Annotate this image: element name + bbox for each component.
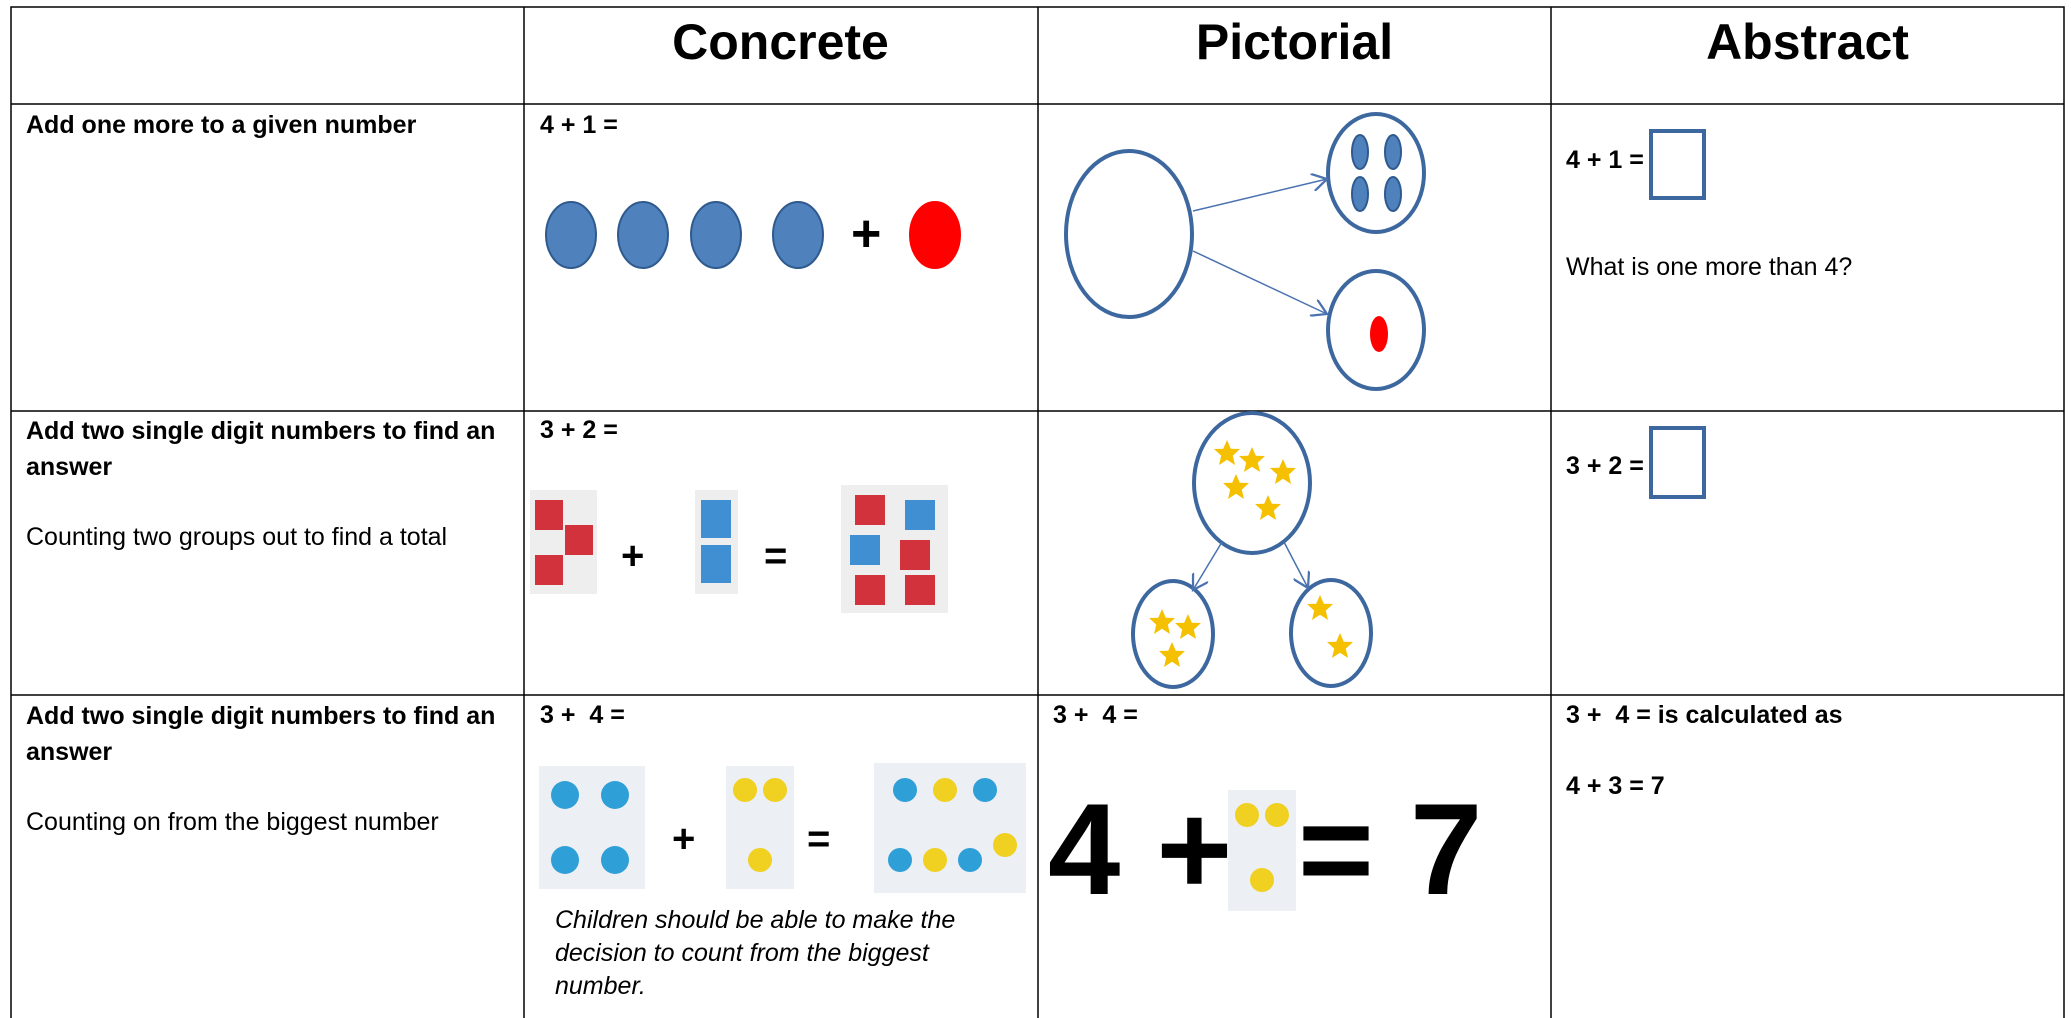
strategy: Counting two groups out to find a total [26, 523, 448, 551]
strategy: Counting on from the biggest number [26, 808, 439, 836]
counters [545, 201, 961, 269]
column-header: Pictorial [1195, 14, 1394, 70]
operator: + [672, 817, 696, 861]
answer: 4 + 3 = 7 [1566, 772, 1665, 800]
equation: 3 + 4 = [540, 701, 625, 729]
figure-photos [539, 763, 1296, 911]
operator: = [764, 534, 788, 578]
pictorial-diagram-1 [1064, 112, 1426, 391]
equation: 4 + 1 = [540, 111, 618, 139]
note: Children should be able to make the deci… [555, 906, 963, 1000]
column-header: Abstract [1706, 14, 1909, 70]
column-header: Concrete [672, 14, 889, 70]
equation: 3 + 4 = [1053, 701, 1138, 729]
cube-photos [530, 485, 948, 613]
equation: 3 + 4 = is calculated as [1566, 701, 1843, 729]
grid [10, 6, 2065, 1018]
equation: 3 + 2 = [1566, 452, 1644, 480]
objective: Add one more to a given number [26, 111, 417, 139]
big-equation: = 7 [1298, 776, 1483, 922]
pictorial-diagram-2 [1131, 411, 1373, 689]
equation: 3 + 2 = [540, 416, 618, 444]
question: What is one more than 4? [1566, 253, 1853, 281]
answer-boxes [1649, 129, 1706, 499]
operator: + [621, 534, 645, 578]
objective: Add two single digit numbers to find an … [26, 417, 503, 481]
equation: 4 + 1 = [1566, 146, 1644, 174]
objective: Add two single digit numbers to find an … [26, 702, 503, 766]
big-equation: 4 + [1048, 776, 1233, 922]
operator: = [807, 817, 831, 861]
operator: + [851, 205, 882, 263]
